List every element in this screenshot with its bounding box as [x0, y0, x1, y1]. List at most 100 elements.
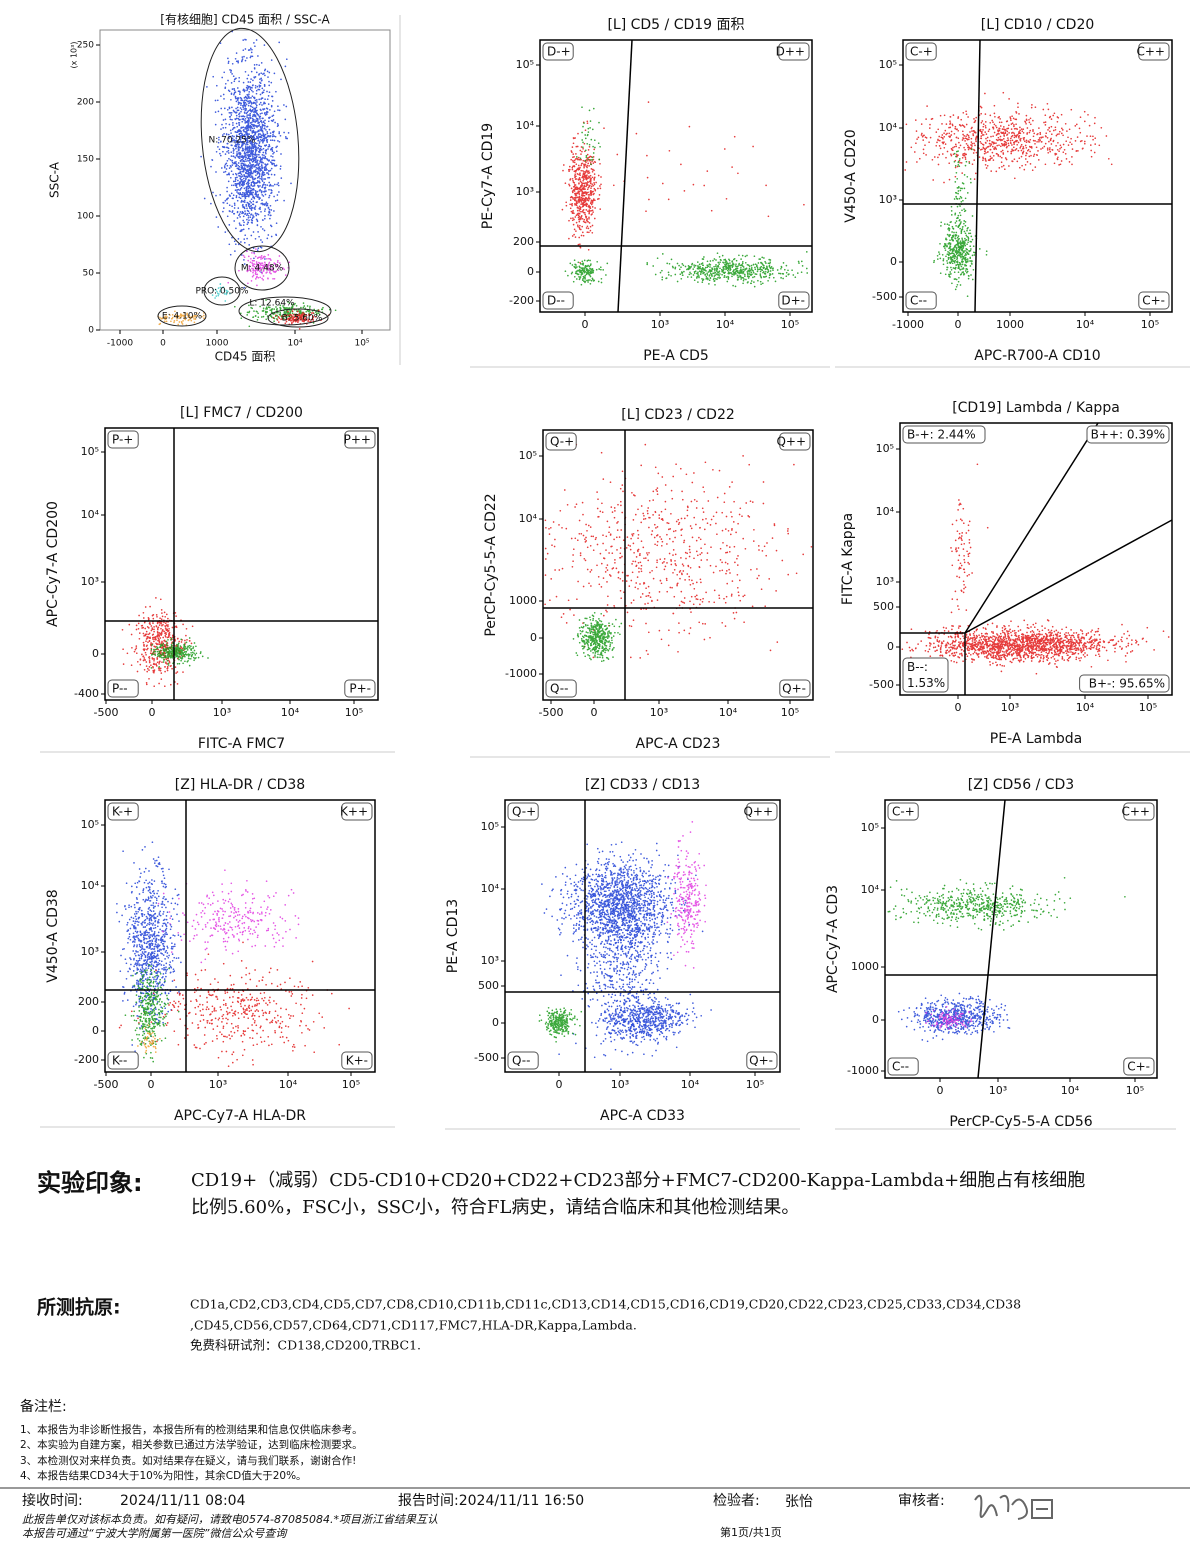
- quadrant-label: Q++: [776, 435, 806, 449]
- quadrant-label: Q++: [743, 805, 773, 819]
- quadrant-label: Q-+: [512, 805, 536, 819]
- y-tick-label: -1000: [505, 667, 537, 680]
- x-tick-label: 0: [591, 706, 598, 719]
- quadrant-label: Q+-: [749, 1054, 773, 1068]
- quadrant-box: [887, 802, 919, 821]
- x-tick-label: 10⁴: [681, 1078, 700, 1091]
- cell-cluster: [227, 248, 291, 287]
- note-item: 2、本实验为自建方案，相关参数已通过方法学验证，达到临床检测要求。: [20, 1438, 363, 1451]
- cell-cluster: [200, 30, 292, 289]
- disclaimer: 本报告可通过“宁波大学附属第一医院”微信公众号查询: [22, 1527, 288, 1540]
- gate-label: PRO: 0.50%: [195, 287, 249, 297]
- quadrant-box: [746, 1051, 778, 1070]
- x-tick-label: 10⁵: [781, 318, 799, 331]
- x-tick-label: 10⁴: [1061, 1084, 1080, 1097]
- cell-cluster: [558, 860, 673, 1071]
- y-tick-label: 10⁴: [876, 505, 895, 518]
- quadrant-box: [746, 802, 778, 821]
- plot-frame: [542, 429, 814, 701]
- cell-cluster: [564, 259, 609, 286]
- x-axis-label: CD45 面积: [215, 350, 276, 364]
- x-axis-label: PerCP-Cy5-5-A CD56: [949, 1114, 1092, 1130]
- quadrant-box: [1123, 1057, 1155, 1076]
- y-tick-label: 200: [513, 235, 534, 248]
- plot-frame: [884, 799, 1158, 1079]
- quadrant-label: C--: [892, 1060, 909, 1074]
- tester: 张怡: [785, 1494, 813, 1510]
- gate: [238, 296, 332, 326]
- y-tick-label: 10³: [481, 954, 499, 967]
- scale-note: (x 10³): [70, 42, 79, 69]
- y-tick-label: 10³: [879, 193, 897, 206]
- plot-title: [L] CD10 / CD20: [981, 17, 1095, 33]
- y-tick-label: 250: [77, 41, 94, 51]
- cell-cluster: [933, 210, 988, 298]
- cell-cluster: [572, 611, 623, 663]
- quadrant-box: [107, 802, 139, 821]
- x-tick-label: 10⁴: [279, 1078, 298, 1091]
- plot-frame: [104, 427, 379, 701]
- quadrant-label: C++: [1137, 45, 1166, 59]
- cell-cluster: [925, 1005, 973, 1030]
- quadrant-box: [1079, 674, 1170, 693]
- quadrant-box: [778, 42, 810, 61]
- y-tick-label: 0: [887, 640, 894, 653]
- plot-title: [有核细胞] CD45 面积 / SSC-A: [160, 13, 330, 27]
- y-tick-label: -1000: [847, 1064, 879, 1077]
- x-tick-label: 0: [149, 706, 156, 719]
- y-tick-label: 0: [872, 1013, 879, 1026]
- y-tick-label: -500: [869, 678, 894, 691]
- quadrant-label: B--: 1.53%: [907, 660, 945, 690]
- x-axis-label: APC-A CD23: [636, 736, 721, 752]
- y-tick-label: 10⁵: [481, 820, 499, 833]
- y-tick-label: -500: [474, 1051, 499, 1064]
- gate: [203, 276, 241, 306]
- quadrant-box: [1138, 291, 1170, 310]
- gate-label: E: 4.10%: [162, 312, 203, 322]
- cell-cluster: [646, 251, 809, 288]
- y-tick-label: 10⁴: [519, 512, 538, 525]
- x-tick-label: 10⁵: [1141, 318, 1159, 331]
- antigens-text: ,CD45,CD56,CD57,CD64,CD71,CD117,FMC7,HLA…: [190, 1318, 637, 1333]
- gate-line: [974, 39, 981, 313]
- y-tick-label: 10⁴: [516, 119, 535, 132]
- y-axis-label: V450-A CD38: [45, 889, 61, 982]
- y-tick-label: 500: [478, 979, 499, 992]
- antigens-label: 所测抗原:: [37, 1296, 121, 1319]
- x-tick-label: 10³: [650, 706, 668, 719]
- gate: [200, 27, 300, 253]
- gate-line: [977, 799, 1006, 1079]
- quadrant-box: [107, 679, 139, 698]
- x-tick-label: 10⁵: [354, 339, 369, 349]
- quadrant-label: P-+: [112, 433, 133, 447]
- x-tick-label: 10³: [1001, 701, 1019, 714]
- cell-cluster: [887, 876, 1126, 931]
- y-tick-label: 50: [83, 269, 95, 279]
- quadrant-label: B++: 0.39%: [1091, 428, 1165, 442]
- note-item: 3、本检测仅对来样负责。如对结果存在疑义，请与我们联系，谢谢合作!: [20, 1454, 356, 1467]
- y-tick-label: 0: [530, 631, 537, 644]
- cell-cluster: [137, 1024, 161, 1054]
- quadrant-label: Q--: [512, 1054, 530, 1068]
- y-tick-label: 200: [77, 98, 94, 108]
- x-axis-label: APC-Cy7-A HLA-DR: [174, 1108, 306, 1124]
- x-tick-label: 10⁴: [1076, 318, 1095, 331]
- y-tick-label: -200: [509, 294, 534, 307]
- cell-cluster: [157, 310, 205, 327]
- y-tick-label: 0: [88, 326, 94, 336]
- x-tick-label: 10⁴: [281, 706, 300, 719]
- quadrant-box: [905, 291, 937, 310]
- plot-frame: [902, 39, 1173, 313]
- x-tick-label: 10³: [213, 706, 231, 719]
- x-tick-label: 0: [937, 1084, 944, 1097]
- x-tick-label: 10⁵: [345, 706, 363, 719]
- quadrant-box: [779, 679, 811, 698]
- y-tick-label: 1000: [509, 594, 537, 607]
- x-tick-label: 0: [556, 1078, 563, 1091]
- cell-cluster: [211, 282, 231, 302]
- quadrant-label: D--: [547, 294, 565, 308]
- note-item: 1、本报告为非诊断性报告，本报告所有的检测结果和信息仅供临床参考。: [20, 1423, 363, 1436]
- y-tick-label: 10³: [81, 575, 99, 588]
- quadrant-label: P++: [344, 433, 371, 447]
